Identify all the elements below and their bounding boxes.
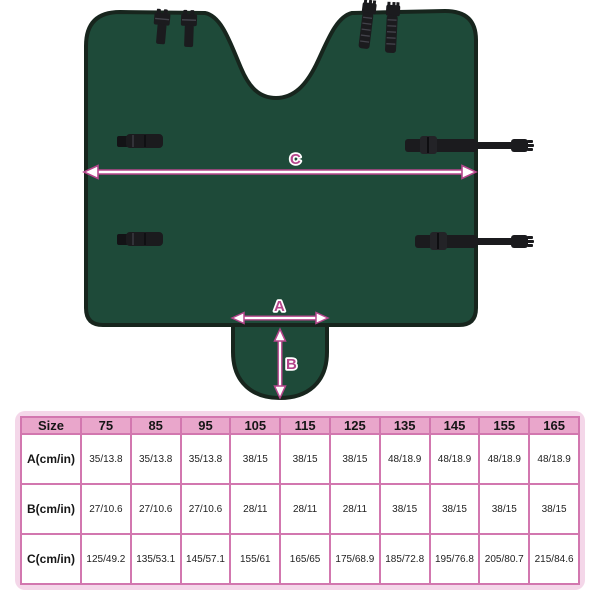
size-column-header: 75 [80,416,132,435]
measure-row: C(cm/in) 125/49.2 135/53.1 145/57.1 155/61 16… [20,533,580,585]
side-strap-right-lower [415,232,534,250]
blanket-diagram-svg: C A B [82,0,534,400]
side-strap-right-upper [405,136,534,154]
measure-value-cell: 48/18.9 [478,433,531,485]
measure-row: B(cm/in) 27/10.6 27/10.6 27/10.6 28/11 28/11 2… [20,483,580,535]
measure-value-cell: 125/49.2 [80,533,132,585]
size-table: Size 75 85 95 105 115 125 135 145 155 165 A(cm/in)… [20,416,580,585]
measure-value-cell: 28/11 [328,483,381,535]
measure-value-cell: 48/18.9 [428,433,481,485]
b-measure-arrow [273,327,287,400]
side-buckle-left-lower [117,232,163,246]
a-measure-arrow [230,311,330,325]
front-strap-right-1 [358,0,377,49]
measure-value-cell: 35/13.8 [129,433,182,485]
size-column-header: 85 [129,416,182,435]
measure-value-cell: 38/15 [328,433,381,485]
measure-value-cell: 28/11 [229,483,282,535]
measure-value-cell: 195/76.8 [428,533,481,585]
size-column-header: 145 [428,416,481,435]
measure-value-cell: 165/65 [279,533,331,585]
c-measure-label: C [290,151,301,168]
size-column-header: 95 [179,416,232,435]
size-column-header: 105 [229,416,282,435]
size-table-card: Size 75 85 95 105 115 125 135 145 155 165 A(cm/in)… [15,411,585,590]
measure-row-label: A(cm/in) [20,433,82,485]
c-measure-arrow [82,164,478,180]
measure-value-cell: 38/15 [378,483,431,535]
size-column-header: 155 [478,416,531,435]
blanket-measurement-diagram: C A B [82,0,534,400]
measure-value-cell: 38/15 [229,433,282,485]
measure-value-cell: 35/13.8 [80,433,132,485]
measure-value-cell: 38/15 [428,483,481,535]
b-measure-label: B [286,356,297,373]
measure-value-cell: 38/15 [528,483,580,535]
measure-row-label: C(cm/in) [20,533,82,585]
front-buckle-left-1 [153,8,171,45]
size-table-body: A(cm/in) 35/13.8 35/13.8 35/13.8 38/15 38/15 3… [20,433,580,585]
size-column-header: 115 [279,416,331,435]
size-column-title: Size [20,416,82,435]
front-strap-right-2 [385,1,401,54]
blanket-body [84,9,478,327]
measure-row-label: B(cm/in) [20,483,82,535]
measure-value-cell: 38/15 [279,433,331,485]
front-buckle-left-2 [180,9,198,48]
size-table-header-row: Size 75 85 95 105 115 125 135 145 155 165 [20,416,580,435]
measure-value-cell: 27/10.6 [129,483,182,535]
measure-value-cell: 175/68.9 [328,533,381,585]
measure-value-cell: 27/10.6 [80,483,132,535]
size-column-header: 135 [378,416,431,435]
measure-value-cell: 28/11 [279,483,331,535]
a-measure-label: A [274,298,285,315]
measure-value-cell: 27/10.6 [179,483,232,535]
measure-value-cell: 155/61 [229,533,282,585]
size-column-header: 165 [528,416,580,435]
measure-value-cell: 35/13.8 [179,433,232,485]
size-column-header: 125 [328,416,381,435]
measure-value-cell: 215/84.6 [528,533,580,585]
measure-value-cell: 38/15 [478,483,531,535]
measure-value-cell: 48/18.9 [528,433,580,485]
measure-row: A(cm/in) 35/13.8 35/13.8 35/13.8 38/15 38/15 3… [20,433,580,485]
side-buckle-left-upper [117,134,163,148]
measure-value-cell: 205/80.7 [478,533,531,585]
measure-value-cell: 185/72.8 [378,533,431,585]
measure-value-cell: 48/18.9 [378,433,431,485]
measure-value-cell: 145/57.1 [179,533,232,585]
measure-value-cell: 135/53.1 [129,533,182,585]
